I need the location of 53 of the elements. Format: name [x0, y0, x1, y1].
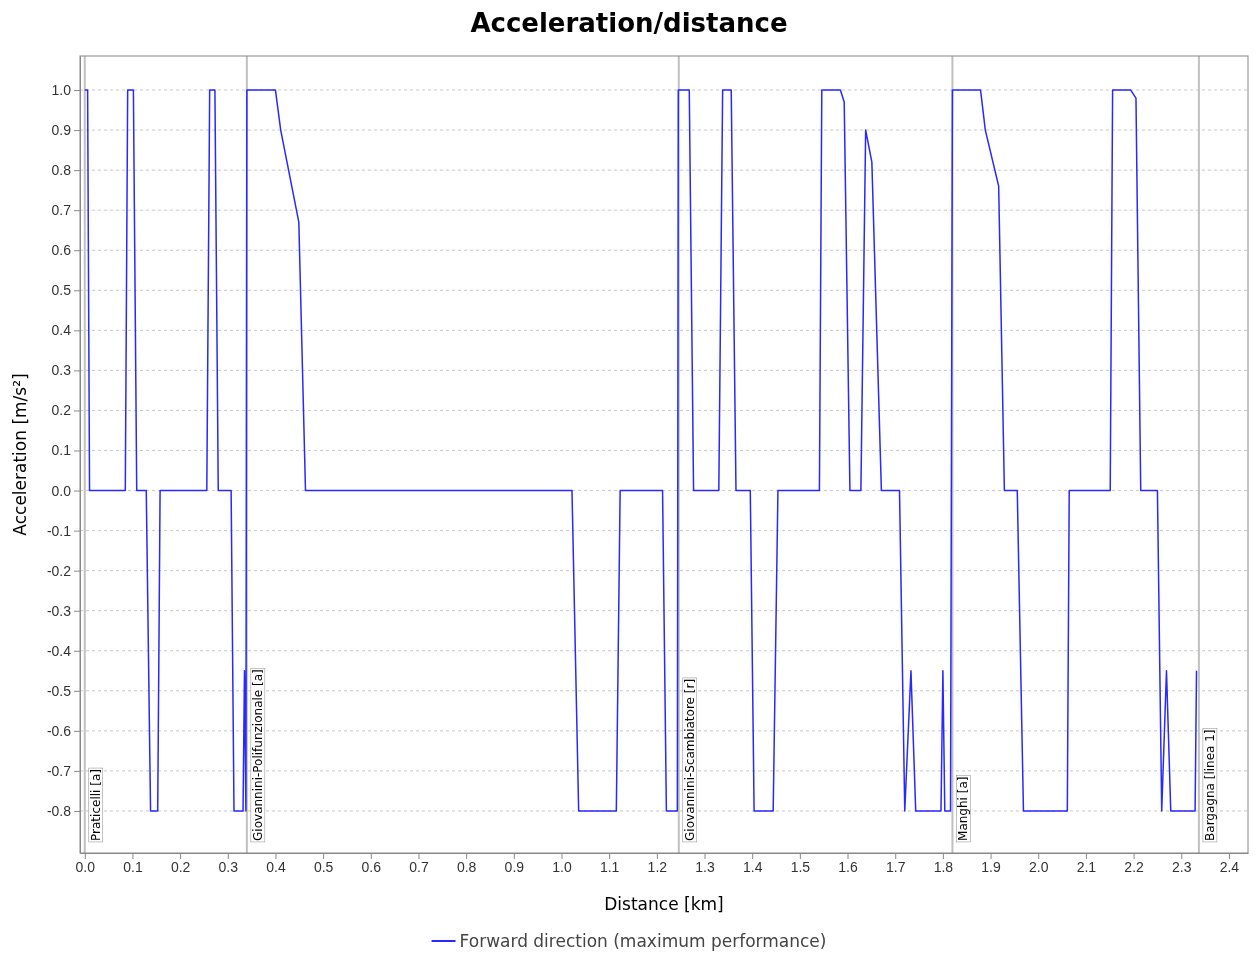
- y-tick-label: -0.2: [46, 562, 72, 579]
- x-tick-label: 0.5: [313, 858, 334, 875]
- x-tick-label: 2.4: [1219, 858, 1240, 875]
- ref-line-label: Bargagna [linea 1]: [1202, 729, 1217, 841]
- y-tick-label: -0.8: [46, 802, 72, 819]
- chart-title: Acceleration/distance: [470, 8, 788, 38]
- x-tick-label: 0.7: [409, 858, 429, 875]
- x-tick-label: 0.4: [266, 858, 286, 875]
- ref-line-label: Giovannini-Polifunzionale [a]: [250, 669, 265, 841]
- x-tick-label: 0.6: [361, 858, 382, 875]
- y-tick-label: 0.2: [51, 402, 72, 419]
- y-tick-label: -0.1: [46, 522, 72, 539]
- x-tick-label: 1.3: [695, 858, 715, 875]
- y-tick-label: 0.8: [51, 162, 72, 179]
- ref-line-label: Giovannini-Scambiatore [r]: [682, 678, 697, 841]
- x-tick-label: 2.0: [1029, 858, 1049, 875]
- x-tick-label: 1.6: [838, 858, 858, 875]
- y-tick-label: 0.0: [51, 482, 72, 499]
- y-tick-label: 0.4: [51, 322, 72, 339]
- x-tick-label: 1.8: [933, 858, 954, 875]
- x-tick-label: 0.1: [123, 858, 143, 875]
- y-tick-label: 1.0: [51, 82, 72, 99]
- x-tick-label: 0.3: [218, 858, 239, 875]
- y-tick-label: -0.7: [46, 762, 72, 779]
- x-tick-label: 0.0: [75, 858, 96, 875]
- y-tick-label: -0.6: [46, 722, 72, 739]
- ref-line-label: Manghi [a]: [956, 776, 971, 841]
- y-tick-label: -0.4: [46, 642, 72, 659]
- ref-line-label: Praticelli [a]: [88, 769, 103, 841]
- y-tick-label: 0.9: [51, 122, 72, 139]
- y-tick-label: -0.3: [46, 602, 72, 619]
- x-tick-label: 1.2: [647, 858, 668, 875]
- x-tick-label: 1.7: [885, 858, 906, 875]
- x-tick-label: 1.9: [981, 858, 1001, 875]
- x-tick-label: 2.3: [1172, 858, 1192, 875]
- x-tick-label: 1.4: [742, 858, 763, 875]
- y-tick-label: 0.7: [51, 202, 72, 219]
- x-tick-label: 1.0: [552, 858, 572, 875]
- y-tick-label: 0.5: [51, 282, 72, 299]
- x-tick-label: 0.2: [170, 858, 191, 875]
- x-tick-label: 1.1: [599, 858, 620, 875]
- y-tick-label: 0.3: [51, 362, 72, 379]
- x-axis-title: Distance [km]: [604, 894, 724, 914]
- x-tick-label: 2.1: [1076, 858, 1097, 875]
- y-axis-title: Acceleration [m/s²]: [10, 373, 30, 536]
- y-tick-label: 0.6: [51, 242, 72, 259]
- y-tick-label: 0.1: [51, 442, 72, 459]
- legend-label: Forward direction (maximum performance): [459, 931, 827, 951]
- x-tick-label: 2.2: [1124, 858, 1145, 875]
- y-tick-label: -0.5: [46, 682, 72, 699]
- x-tick-label: 1.5: [790, 858, 811, 875]
- x-tick-label: 0.9: [504, 858, 525, 875]
- x-tick-label: 0.8: [456, 858, 477, 875]
